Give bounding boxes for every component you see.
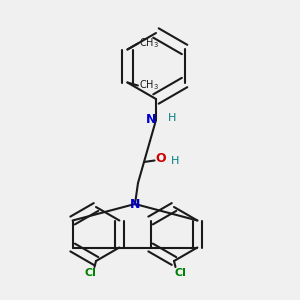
Text: N: N [130,197,140,211]
Text: Cl: Cl [174,268,186,278]
Text: CH$_3$: CH$_3$ [140,79,159,92]
Text: H: H [171,155,179,166]
Text: CH$_3$: CH$_3$ [140,37,159,50]
Text: O: O [155,152,166,166]
Text: N: N [146,113,157,127]
Text: Cl: Cl [84,268,96,278]
Text: H: H [168,113,176,124]
